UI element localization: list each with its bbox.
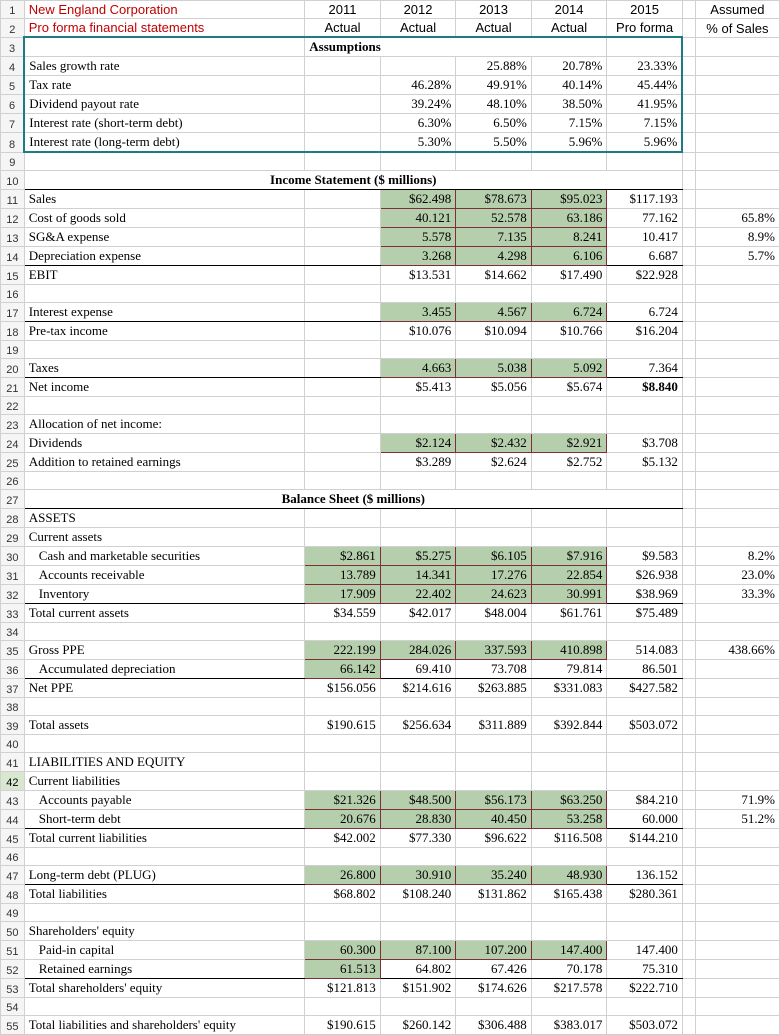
header-row-years: 1 New England Corporation 2011 2012 2013… [1, 1, 780, 19]
row-inv: 32 Inventory 17.909 22.402 24.623 30.991… [1, 584, 780, 603]
row-ta: 39 Total assets $190.615 $256.634 $311.8… [1, 715, 780, 734]
row-dep: 14 Depreciation expense 3.268 4.298 6.10… [1, 246, 780, 265]
row-sales-growth: 4 Sales growth rate 25.88% 20.78% 23.33% [1, 57, 780, 76]
row-ebit: 15 EBIT $13.531 $14.662 $17.490 $22.928 [1, 265, 780, 284]
se-hdr: Shareholders' equity [24, 921, 305, 940]
assets-hdr: ASSETS [24, 508, 305, 527]
col-2015: 2015 [607, 1, 683, 19]
col-2013: 2013 [456, 1, 532, 19]
section-balance: 27 Balance Sheet ($ millions) [1, 489, 780, 508]
row-sga: 13 SG&A expense 5.578 7.135 8.241 10.417… [1, 227, 780, 246]
col-2014: 2014 [531, 1, 607, 19]
row-intexp: 17 Interest expense 3.455 4.567 6.724 6.… [1, 302, 780, 321]
row-alloc-hdr: 23 Allocation of net income: [1, 414, 780, 433]
row-tax-rate: 5 Tax rate 46.28% 49.91% 40.14% 45.44% [1, 76, 780, 95]
row-div-payout: 6 Dividend payout rate 39.24% 48.10% 38.… [1, 95, 780, 114]
row-pic: 51 Paid-in capital 60.300 87.100 107.200… [1, 940, 780, 959]
row-int-long: 8 Interest rate (long-term debt) 5.30% 5… [1, 133, 780, 153]
gap [682, 1, 695, 19]
row-ap: 43 Accounts payable $21.326 $48.500 $56.… [1, 790, 780, 809]
row-taxes: 20 Taxes 4.663 5.038 5.092 7.364 [1, 358, 780, 377]
col-2012: 2012 [380, 1, 456, 19]
ca-hdr: Current assets [24, 527, 305, 546]
section-assumptions: 3 Assumptions [1, 37, 780, 57]
row-tl: 48 Total liabilities $68.802 $108.240 $1… [1, 884, 780, 903]
row-re: 52 Retained earnings 61.513 64.802 67.42… [1, 959, 780, 978]
row-number: 1 [1, 1, 25, 19]
row-gppe: 35 Gross PPE 222.199 284.026 337.593 410… [1, 640, 780, 659]
company-title: New England Corporation [24, 1, 305, 19]
col-assumed: Assumed [695, 1, 779, 19]
col-2011: 2011 [305, 1, 381, 19]
row-tse: 53 Total shareholders' equity $121.813 $… [1, 978, 780, 997]
selected-row-number: 42 [1, 771, 25, 790]
row-accdep: 36 Accumulated depreciation 66.142 69.41… [1, 659, 780, 678]
row-cash: 30 Cash and marketable securities $2.861… [1, 546, 780, 565]
row-ltd: 47 Long-term debt (PLUG) 26.800 30.910 3… [1, 865, 780, 884]
subtitle: Pro forma financial statements [24, 19, 305, 38]
row-int-short: 7 Interest rate (short-term debt) 6.30% … [1, 114, 780, 133]
cl-hdr: Current liabilities [24, 771, 305, 790]
row-ar: 31 Accounts receivable 13.789 14.341 17.… [1, 565, 780, 584]
spreadsheet[interactable]: 1 New England Corporation 2011 2012 2013… [0, 0, 780, 1035]
row-std: 44 Short-term debt 20.676 28.830 40.450 … [1, 809, 780, 828]
row-netppe: 37 Net PPE $156.056 $214.616 $263.885 $3… [1, 678, 780, 697]
section-income: 10 Income Statement ($ millions) [1, 170, 780, 189]
row-sales: 11 Sales $62.498 $78.673 $95.023 $117.19… [1, 189, 780, 208]
header-row-sub: 2 Pro forma financial statements Actual … [1, 19, 780, 38]
row-netinc: 21 Net income $5.413 $5.056 $5.674 $8.84… [1, 377, 780, 396]
row-tcl: 45 Total current liabilities $42.002 $77… [1, 828, 780, 847]
row-tca: 33 Total current assets $34.559 $42.017 … [1, 603, 780, 622]
row-addre: 25 Addition to retained earnings $3.289 … [1, 452, 780, 471]
row-dividends: 24 Dividends $2.124 $2.432 $2.921 $3.708 [1, 433, 780, 452]
row-cogs: 12 Cost of goods sold 40.121 52.578 63.1… [1, 208, 780, 227]
row-pretax: 18 Pre-tax income $10.076 $10.094 $10.76… [1, 321, 780, 340]
le-hdr: LIABILITIES AND EQUITY [24, 752, 305, 771]
